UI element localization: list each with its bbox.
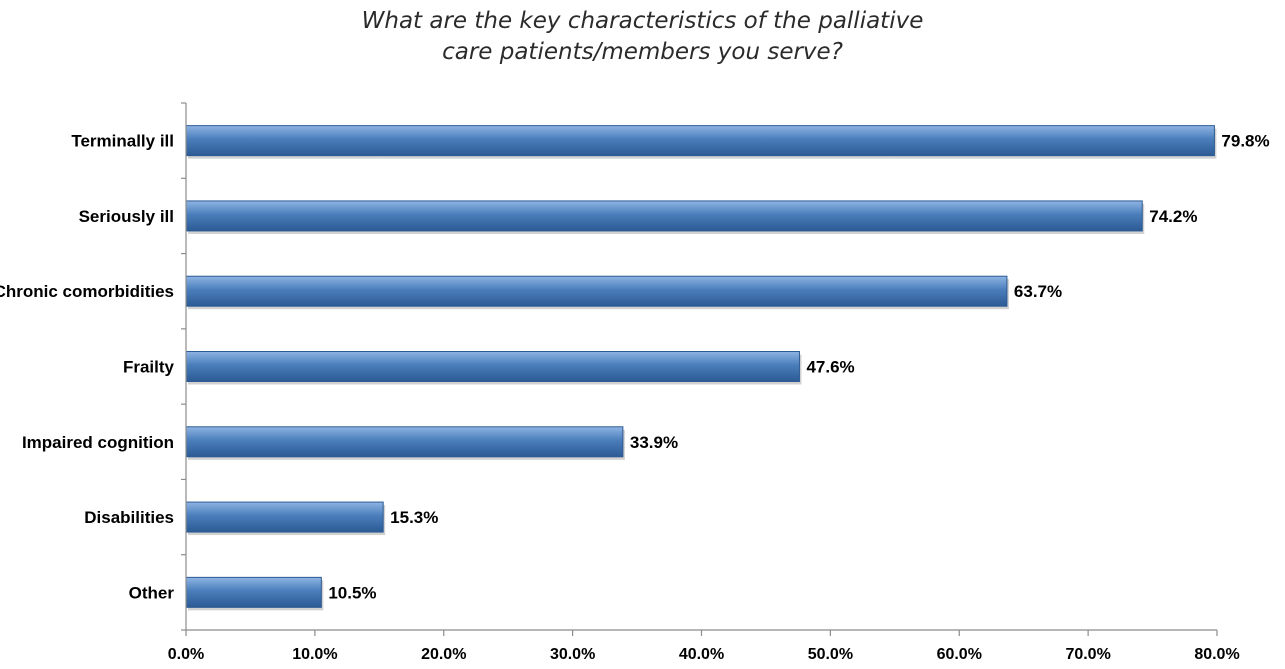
bar-impaired-cognition — [185, 426, 624, 458]
x-tick-label: 30.0% — [550, 646, 595, 663]
category-label: Chronic comorbidities — [0, 282, 174, 301]
bar-disabilities — [185, 501, 384, 533]
value-label: 63.7% — [1014, 282, 1062, 301]
x-tick-label: 20.0% — [421, 646, 466, 663]
chart-title: What are the key characteristics of the … — [0, 6, 1285, 68]
bar-chronic-comorbidities — [185, 275, 1008, 307]
bar-seriously-ill — [185, 200, 1143, 232]
value-label: 74.2% — [1149, 207, 1197, 226]
category-label: Other — [129, 583, 175, 602]
x-tick-label: 70.0% — [1065, 646, 1110, 663]
value-label: 47.6% — [806, 358, 854, 377]
x-tick-label: 50.0% — [808, 646, 853, 663]
category-label: Frailty — [123, 358, 175, 377]
x-tick-label: 0.0% — [168, 646, 204, 663]
chart-title-line-1: What are the key characteristics of the … — [361, 8, 924, 34]
category-label: Seriously ill — [79, 207, 174, 226]
bar-terminally-ill — [185, 125, 1215, 157]
value-label: 10.5% — [328, 583, 376, 602]
value-label: 33.9% — [630, 433, 678, 452]
bar-other — [185, 576, 322, 608]
category-label: Terminally ill — [71, 132, 174, 151]
value-label: 79.8% — [1221, 132, 1269, 151]
labels-layer: Terminally ill 79.8% Seriously ill 74.2% Chr… — [0, 132, 1270, 663]
axes — [181, 102, 1218, 636]
chart-title-line-2: care patients/members you serve? — [442, 39, 843, 65]
x-tick-label: 60.0% — [937, 646, 982, 663]
category-label: Impaired cognition — [22, 433, 174, 452]
bar-frailty — [185, 351, 800, 382]
x-tick-label: 10.0% — [292, 646, 337, 663]
bars-layer — [185, 125, 1217, 611]
value-label: 15.3% — [390, 508, 438, 527]
x-tick-label: 40.0% — [679, 646, 724, 663]
x-tick-label: 80.0% — [1194, 646, 1239, 663]
category-label: Disabilities — [84, 508, 174, 527]
